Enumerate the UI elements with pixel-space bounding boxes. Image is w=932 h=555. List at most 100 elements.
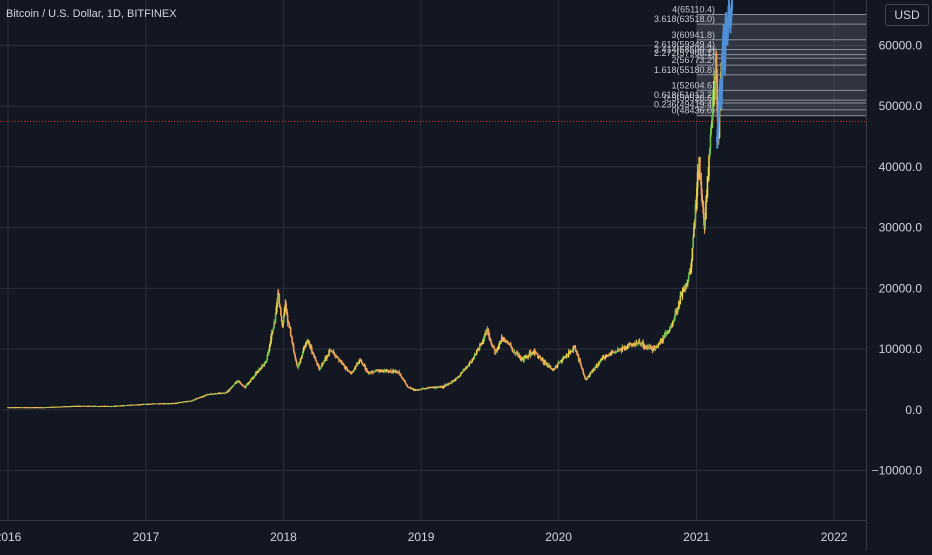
candle-body: [482, 339, 485, 341]
candle-body: [584, 376, 587, 380]
candle-body: [274, 322, 276, 324]
fib-level-label: 2(56773.2): [671, 55, 715, 65]
fib-level-label: 0.236(49419.4): [654, 100, 715, 110]
candle-body: [471, 358, 474, 363]
candle-body: [466, 365, 468, 369]
candle-body: [587, 376, 590, 378]
candle-body: [519, 356, 522, 361]
candle-body: [467, 365, 470, 367]
fib-level-label: 4(65110.4): [672, 4, 715, 14]
candle-body: [690, 260, 693, 268]
candle-body: [230, 387, 232, 389]
candle-body: [398, 371, 400, 374]
candle-body: [245, 385, 247, 387]
fib-extension-tool[interactable]: 4(65110.4)3.618(63518.0) 3(60941.8)2.618(…: [654, 4, 866, 117]
candle-body: [580, 363, 582, 366]
candle-body: [328, 350, 330, 356]
candle-body: [267, 350, 270, 353]
y-tick-label: −10000.0: [872, 464, 923, 478]
candle-body: [684, 284, 687, 290]
candle-body: [693, 227, 695, 238]
candle-body: [478, 347, 480, 350]
candle-body: [461, 371, 464, 373]
candle-body: [472, 358, 474, 360]
candle-body: [231, 386, 234, 388]
candle-body: [588, 375, 590, 377]
candle-body: [487, 328, 489, 333]
candle-body: [320, 364, 323, 367]
candle-body: [681, 293, 683, 296]
candle-body: [473, 354, 476, 358]
candle-body: [441, 386, 443, 388]
candle-body: [710, 125, 713, 135]
candle-body: [604, 357, 606, 359]
candle-body: [641, 343, 643, 346]
candle-body: [322, 362, 324, 364]
candle-body: [264, 362, 266, 364]
candle-body: [656, 345, 659, 347]
candle-body: [301, 351, 304, 356]
candle-body: [267, 352, 269, 355]
candle-body: [371, 370, 373, 373]
candle-body: [316, 361, 318, 365]
candle-body: [377, 370, 379, 372]
candle-body: [330, 350, 333, 352]
candle-body: [336, 356, 339, 358]
candle-body: [592, 369, 594, 373]
candle-body: [493, 347, 495, 350]
candle-body: [396, 370, 398, 373]
candle-body: [619, 348, 622, 351]
candle-body: [475, 353, 477, 355]
candle-body: [349, 371, 351, 373]
candle-body: [518, 353, 520, 358]
candle-body: [494, 350, 497, 354]
candle-body: [692, 237, 694, 248]
candle-body: [442, 387, 444, 389]
candle-body: [323, 361, 326, 363]
candle-body: [540, 358, 542, 360]
candle-body: [460, 372, 462, 375]
candle-body: [323, 361, 325, 363]
candle-body: [378, 370, 381, 372]
candle-body: [251, 378, 254, 380]
candle-body: [326, 354, 329, 357]
candle-body: [338, 358, 340, 361]
candle-body: [638, 341, 641, 345]
fib-level-label: 3(60941.8): [671, 30, 715, 40]
y-tick-label: 30000.0: [879, 221, 923, 235]
candle-body: [468, 363, 471, 366]
candle-body: [662, 338, 664, 342]
candle-body: [542, 359, 544, 363]
y-tick-label: 40000.0: [879, 160, 923, 174]
candle-body: [579, 358, 581, 364]
candle-body: [295, 358, 297, 362]
candle-body: [286, 309, 288, 315]
candle-body: [595, 366, 597, 368]
candle-body: [673, 318, 676, 321]
candle-body: [334, 355, 336, 357]
candle-body: [713, 88, 716, 96]
candle-body: [672, 320, 675, 322]
candle-body: [699, 156, 701, 176]
candle-body: [687, 275, 690, 282]
candle-body: [605, 355, 608, 357]
candle-body: [492, 346, 495, 348]
candle-body: [598, 362, 601, 364]
candle-body: [286, 314, 289, 323]
candle-body: [708, 155, 710, 176]
candle-body: [567, 351, 570, 355]
candle-body: [399, 373, 402, 377]
candle-body: [360, 359, 363, 363]
candle-body: [356, 363, 358, 366]
candle-body: [680, 295, 682, 297]
candle-body: [558, 361, 561, 363]
candle-body: [470, 362, 473, 364]
candle-body: [512, 350, 514, 353]
candle-body: [288, 322, 290, 328]
currency-badge[interactable]: USD: [885, 4, 929, 26]
candle-body: [285, 303, 287, 310]
candle-body: [678, 301, 680, 310]
candle-body: [498, 343, 501, 346]
